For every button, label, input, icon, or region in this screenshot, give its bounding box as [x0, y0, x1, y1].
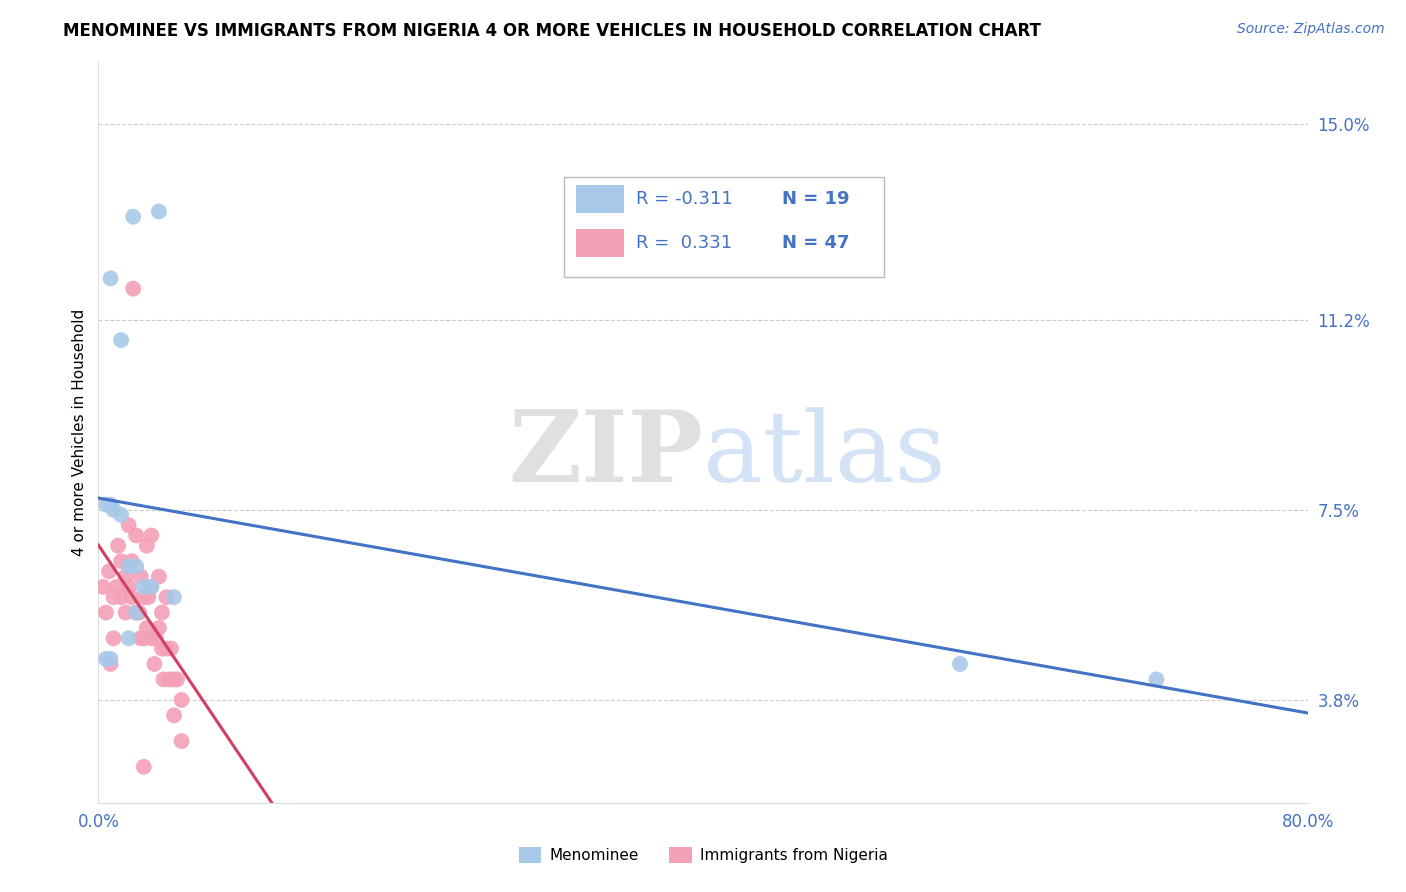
Point [125, 606, 148, 620]
Text: ZIP: ZIP [508, 407, 703, 503]
Point [114, 569, 136, 583]
Point [118, 580, 141, 594]
Point [166, 673, 188, 687]
Point [152, 673, 174, 687]
Point [100, 498, 122, 512]
Point [91, 580, 114, 594]
Point [141, 580, 163, 594]
Point [148, 204, 170, 219]
Point [148, 621, 170, 635]
Point [1144, 673, 1167, 687]
Point [145, 632, 167, 646]
Point [132, 590, 155, 604]
Point [141, 580, 163, 594]
Point [163, 590, 186, 604]
Point [128, 606, 150, 620]
Point [94, 498, 117, 512]
Point [141, 528, 163, 542]
Point [118, 518, 141, 533]
Point [150, 606, 173, 620]
Y-axis label: 4 or more Vehicles in Household: 4 or more Vehicles in Household [72, 309, 87, 557]
Point [170, 693, 193, 707]
Point [122, 210, 145, 224]
Point [160, 641, 183, 656]
Text: atlas: atlas [703, 407, 946, 503]
Point [155, 641, 177, 656]
Point [132, 580, 155, 594]
Point [155, 590, 177, 604]
Point [118, 632, 141, 646]
Point [170, 734, 193, 748]
Text: R = -0.311: R = -0.311 [637, 190, 734, 208]
Point [121, 590, 143, 604]
Point [121, 554, 143, 568]
Point [122, 282, 145, 296]
Text: N = 19: N = 19 [782, 190, 849, 208]
Point [125, 559, 148, 574]
Text: R =  0.331: R = 0.331 [637, 234, 733, 252]
Point [110, 590, 132, 604]
Point [129, 569, 152, 583]
Point [150, 641, 173, 656]
Bar [576, 229, 624, 257]
Point [103, 590, 125, 604]
Point [94, 606, 117, 620]
Point [118, 559, 141, 574]
Point [163, 673, 186, 687]
Point [136, 590, 159, 604]
Point [143, 657, 166, 671]
Point [141, 632, 163, 646]
Point [135, 621, 157, 635]
Point [159, 673, 181, 687]
Point [135, 539, 157, 553]
Point [107, 539, 129, 553]
Point [163, 708, 186, 723]
Point [110, 333, 132, 347]
Point [125, 606, 148, 620]
Point [949, 657, 972, 671]
Point [98, 565, 121, 579]
Point [148, 569, 170, 583]
Point [100, 657, 122, 671]
Legend: Menominee, Immigrants from Nigeria: Menominee, Immigrants from Nigeria [512, 841, 894, 869]
FancyBboxPatch shape [564, 178, 884, 277]
Text: N = 47: N = 47 [782, 234, 849, 252]
Point [105, 580, 128, 594]
Point [110, 508, 132, 522]
Point [94, 652, 117, 666]
Text: Source: ZipAtlas.com: Source: ZipAtlas.com [1237, 22, 1385, 37]
Point [129, 632, 152, 646]
Point [103, 502, 125, 516]
Bar [576, 185, 624, 212]
Point [110, 554, 132, 568]
Point [100, 652, 122, 666]
Point [114, 606, 136, 620]
Text: MENOMINEE VS IMMIGRANTS FROM NIGERIA 4 OR MORE VEHICLES IN HOUSEHOLD CORRELATION: MENOMINEE VS IMMIGRANTS FROM NIGERIA 4 O… [63, 22, 1042, 40]
Point [132, 632, 155, 646]
Point [132, 760, 155, 774]
Point [125, 528, 148, 542]
Point [100, 271, 122, 285]
Point [103, 632, 125, 646]
